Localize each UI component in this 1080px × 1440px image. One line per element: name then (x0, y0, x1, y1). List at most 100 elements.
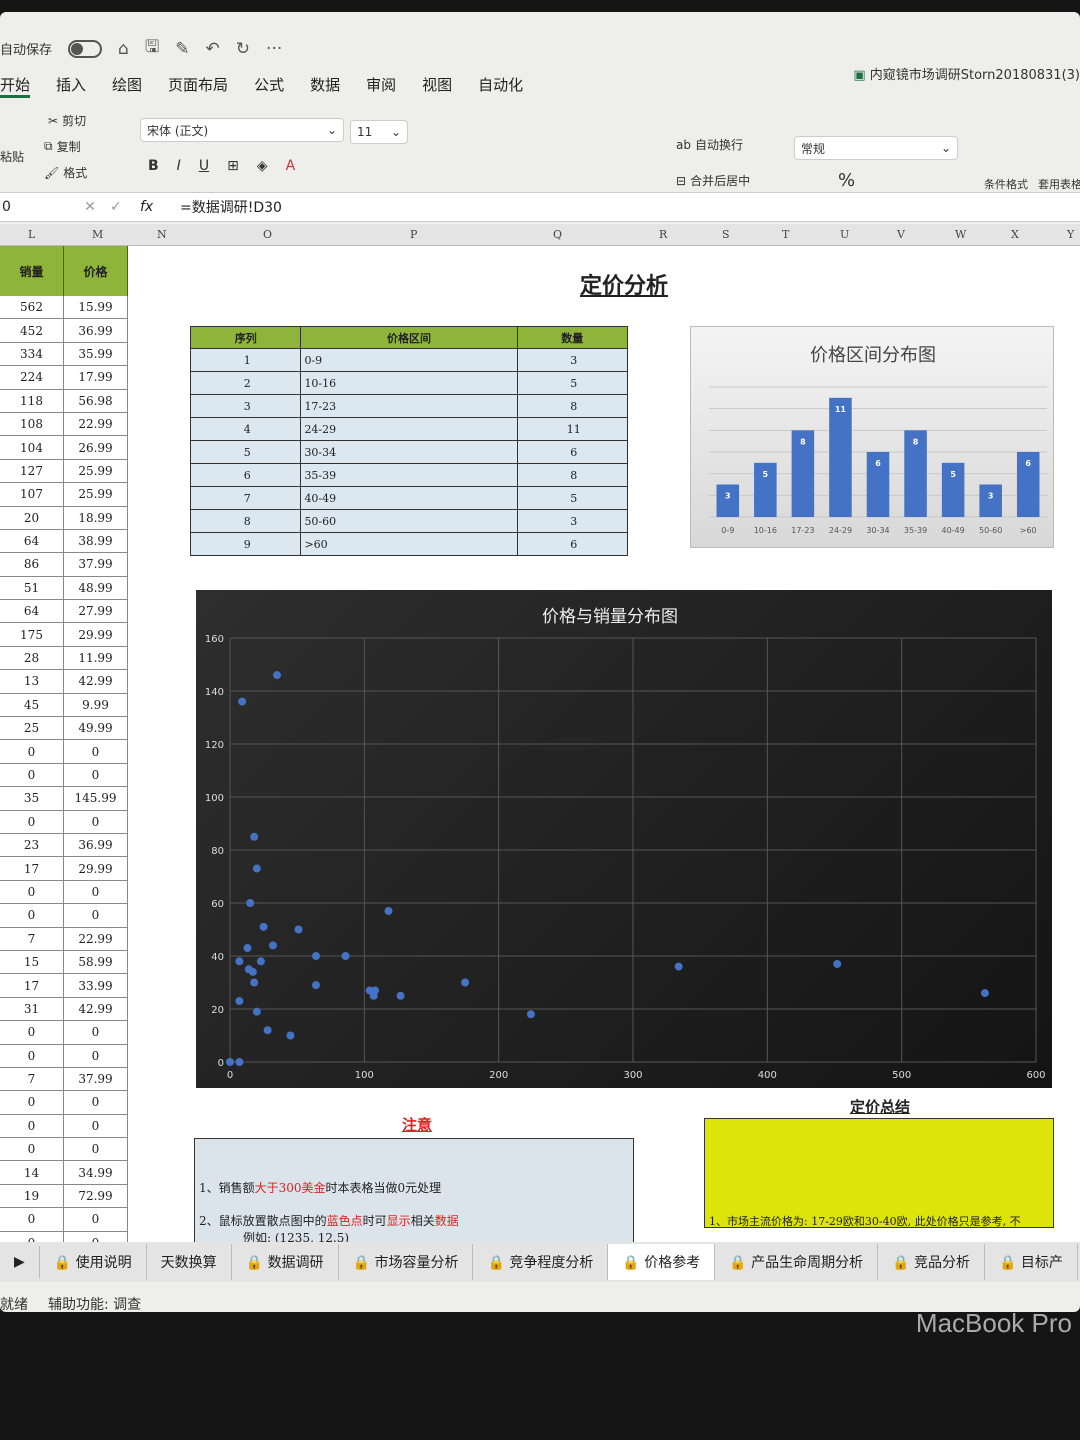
scatter-point[interactable] (248, 967, 257, 976)
worksheet[interactable]: 销量 价格 562 15.99 452 36.99 334 35.99 224 17.99 118 5… (0, 246, 1080, 1256)
number-format-select[interactable]: 常规 ⌄ (794, 136, 958, 160)
autosave-toggle[interactable] (68, 39, 103, 58)
cell-sales[interactable]: 14 (0, 1161, 64, 1184)
cell-price[interactable]: 38.99 (64, 529, 128, 553)
cell-price[interactable]: 58.99 (64, 950, 128, 974)
cell-sales[interactable]: 0 (0, 1114, 64, 1138)
cell-price[interactable]: 34.99 (64, 1161, 128, 1184)
cell-price[interactable]: 0 (64, 1044, 128, 1067)
scatter-point[interactable] (980, 989, 989, 998)
formula-input[interactable]: =数据调研!D30 (180, 200, 282, 216)
column-header[interactable]: N (157, 228, 167, 241)
column-header[interactable]: V (897, 228, 905, 241)
underline-button[interactable]: U (198, 158, 210, 174)
bar[interactable] (979, 484, 1002, 518)
cell-range[interactable]: 17-23 (300, 394, 518, 418)
scatter-point[interactable] (259, 922, 268, 931)
cell-price[interactable]: 18.99 (64, 506, 128, 529)
cell-sales[interactable]: 23 (0, 833, 64, 857)
scatter-point[interactable] (268, 941, 277, 950)
cell-price[interactable]: 27.99 (64, 600, 128, 623)
tab-8[interactable]: 自动化 (478, 76, 524, 94)
name-box[interactable]: 0 (2, 199, 11, 215)
function-icon[interactable]: fx (140, 199, 154, 215)
cell-count[interactable]: 11 (516, 417, 629, 441)
cell-sales[interactable]: 107 (0, 483, 64, 506)
font-color-button[interactable]: A (285, 158, 296, 174)
cell-sales[interactable]: 562 (0, 296, 64, 319)
paste-button[interactable]: 粘贴 (0, 150, 25, 164)
home-icon[interactable]: ⌂ (118, 38, 129, 59)
conditional-format-button[interactable]: 条件格式 (984, 178, 1028, 191)
bar[interactable] (866, 452, 890, 517)
cell-sales[interactable]: 7 (0, 1067, 64, 1091)
cell-sales[interactable]: 17 (0, 857, 64, 880)
sheet-tab[interactable]: 🔒 竞品分析 (878, 1244, 986, 1280)
bar[interactable] (1016, 452, 1040, 517)
cell-sales[interactable]: 0 (0, 1021, 64, 1044)
scatter-point[interactable] (235, 1058, 244, 1066)
cell-range[interactable]: 24-29 (300, 417, 518, 441)
cell-price[interactable]: 72.99 (64, 1184, 128, 1208)
scatter-point[interactable] (252, 1007, 261, 1016)
sheet-tab[interactable]: 🔒 数据调研 (232, 1244, 339, 1280)
sheet-tab[interactable]: 🔒 产品生命周期分析 (715, 1244, 879, 1280)
cell-count[interactable]: 8 (516, 394, 629, 418)
cell-price[interactable]: 49.99 (64, 717, 128, 740)
scatter-point[interactable] (263, 1026, 272, 1035)
scatter-point[interactable] (238, 697, 247, 706)
scatter-point[interactable] (294, 925, 303, 934)
cell-sales[interactable]: 452 (0, 319, 64, 342)
cell-sales[interactable]: 127 (0, 459, 64, 483)
cell-range[interactable]: 50-60 (300, 509, 518, 533)
column-header[interactable]: O (263, 228, 273, 241)
cell-sales[interactable]: 7 (0, 927, 64, 950)
cell-index[interactable]: 2 (189, 371, 302, 395)
cell-price[interactable]: 29.99 (64, 623, 128, 646)
cell-price[interactable]: 42.99 (64, 997, 128, 1021)
column-header[interactable]: M (92, 228, 104, 241)
scatter-point[interactable] (311, 981, 320, 990)
cut-button[interactable]: ✂ 剪切 (48, 113, 87, 129)
cell-sales[interactable]: 64 (0, 600, 64, 623)
cell-count[interactable]: 6 (516, 532, 629, 556)
cell-sales[interactable]: 64 (0, 529, 64, 553)
sheet-tab[interactable]: 🔒 竞争程度分析 (473, 1244, 609, 1280)
scatter-point[interactable] (273, 671, 282, 680)
cell-price[interactable]: 37.99 (64, 553, 128, 576)
cell-sales[interactable]: 0 (0, 904, 64, 927)
cell-price[interactable]: 22.99 (64, 927, 128, 950)
cell-price[interactable]: 0 (64, 763, 128, 787)
column-header[interactable]: Y (1067, 228, 1075, 241)
cell-sales[interactable]: 19 (0, 1184, 64, 1208)
bar[interactable] (791, 430, 815, 517)
cell-sales[interactable]: 35 (0, 787, 64, 810)
save-icon[interactable]: 🖫 (144, 37, 160, 57)
undo-icon[interactable]: ↶ (205, 38, 220, 59)
cell-price[interactable]: 26.99 (64, 436, 128, 459)
cell-range[interactable]: 0-9 (300, 348, 518, 372)
cell-price[interactable]: 9.99 (64, 693, 128, 717)
sheet-scroll-button[interactable]: ▶ (0, 1246, 40, 1278)
cell-sales[interactable]: 224 (0, 366, 64, 389)
tab-0[interactable]: 开始 (0, 74, 31, 98)
price-distribution-chart[interactable]: 价格区间分布图 3 0-9 5 10-16 8 17-23 11 24-29 6 30-34 8 35-… (690, 326, 1054, 548)
cell-price[interactable]: 25.99 (64, 483, 128, 506)
cell-price[interactable]: 0 (64, 880, 128, 904)
cell-index[interactable]: 5 (189, 440, 302, 464)
cell-price[interactable]: 15.99 (64, 296, 128, 319)
cell-price[interactable]: 0 (64, 1114, 128, 1138)
cell-price[interactable]: 29.99 (64, 857, 128, 880)
cell-sales[interactable]: 0 (0, 1208, 64, 1231)
merge-center-button[interactable]: ⊟ 合并后居中 (676, 173, 751, 189)
sheet-tab[interactable]: 🔒 目标产 (985, 1244, 1078, 1280)
font-select[interactable]: 宋体 (正文) ⌄ (140, 118, 344, 142)
cell-sales[interactable]: 0 (0, 1044, 64, 1067)
cell-price[interactable]: 36.99 (64, 833, 128, 857)
scatter-point[interactable] (256, 957, 265, 966)
cell-price[interactable]: 0 (64, 1208, 128, 1231)
cell-price[interactable]: 48.99 (64, 576, 128, 600)
cell-range[interactable]: 40-49 (300, 486, 518, 510)
font-size-select[interactable]: 11 ⌄ (350, 120, 408, 144)
scatter-point[interactable] (226, 1058, 234, 1066)
